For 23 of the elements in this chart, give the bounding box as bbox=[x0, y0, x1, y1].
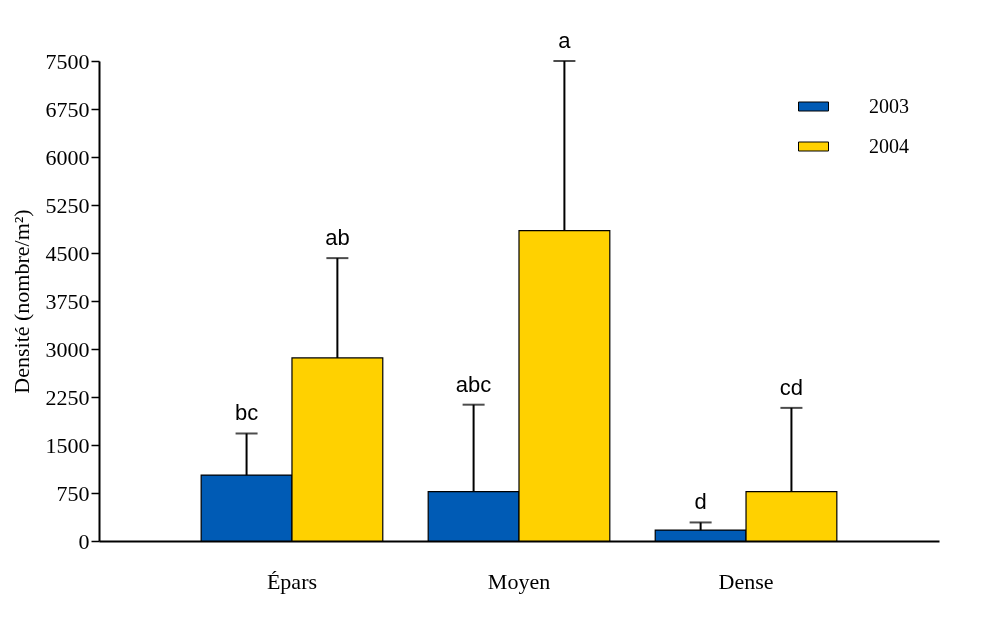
legend-label: 2003 bbox=[869, 94, 909, 117]
annotation: bc bbox=[234, 400, 259, 426]
annotation: d bbox=[694, 489, 707, 515]
y-tick-label: 2250 bbox=[45, 384, 90, 410]
y-tick-label: 3750 bbox=[45, 288, 90, 314]
annotation: abc bbox=[455, 371, 492, 397]
legend-label: 2004 bbox=[869, 134, 909, 157]
annotation: cd bbox=[779, 374, 804, 400]
annotation: ab bbox=[325, 225, 350, 251]
y-tick-label: 0 bbox=[78, 528, 90, 554]
y-tick-label: 6750 bbox=[45, 96, 90, 122]
x-tick-label: Dense bbox=[718, 568, 774, 594]
y-tick-label: 5250 bbox=[45, 192, 90, 218]
y-tick-label: 4500 bbox=[45, 240, 90, 266]
y-tick-label: 6000 bbox=[45, 144, 90, 170]
y-axis-title: Densité (nombre/m²) bbox=[8, 209, 34, 394]
x-tick-label: Épars bbox=[266, 568, 318, 594]
y-tick-label: 3000 bbox=[45, 336, 90, 362]
y-tick-label: 7500 bbox=[45, 48, 90, 74]
x-tick-label: Moyen bbox=[487, 568, 551, 594]
text: a bbox=[558, 28, 572, 53]
y-tick-label: 750 bbox=[56, 480, 90, 506]
y-tick-label: 1500 bbox=[45, 432, 90, 458]
